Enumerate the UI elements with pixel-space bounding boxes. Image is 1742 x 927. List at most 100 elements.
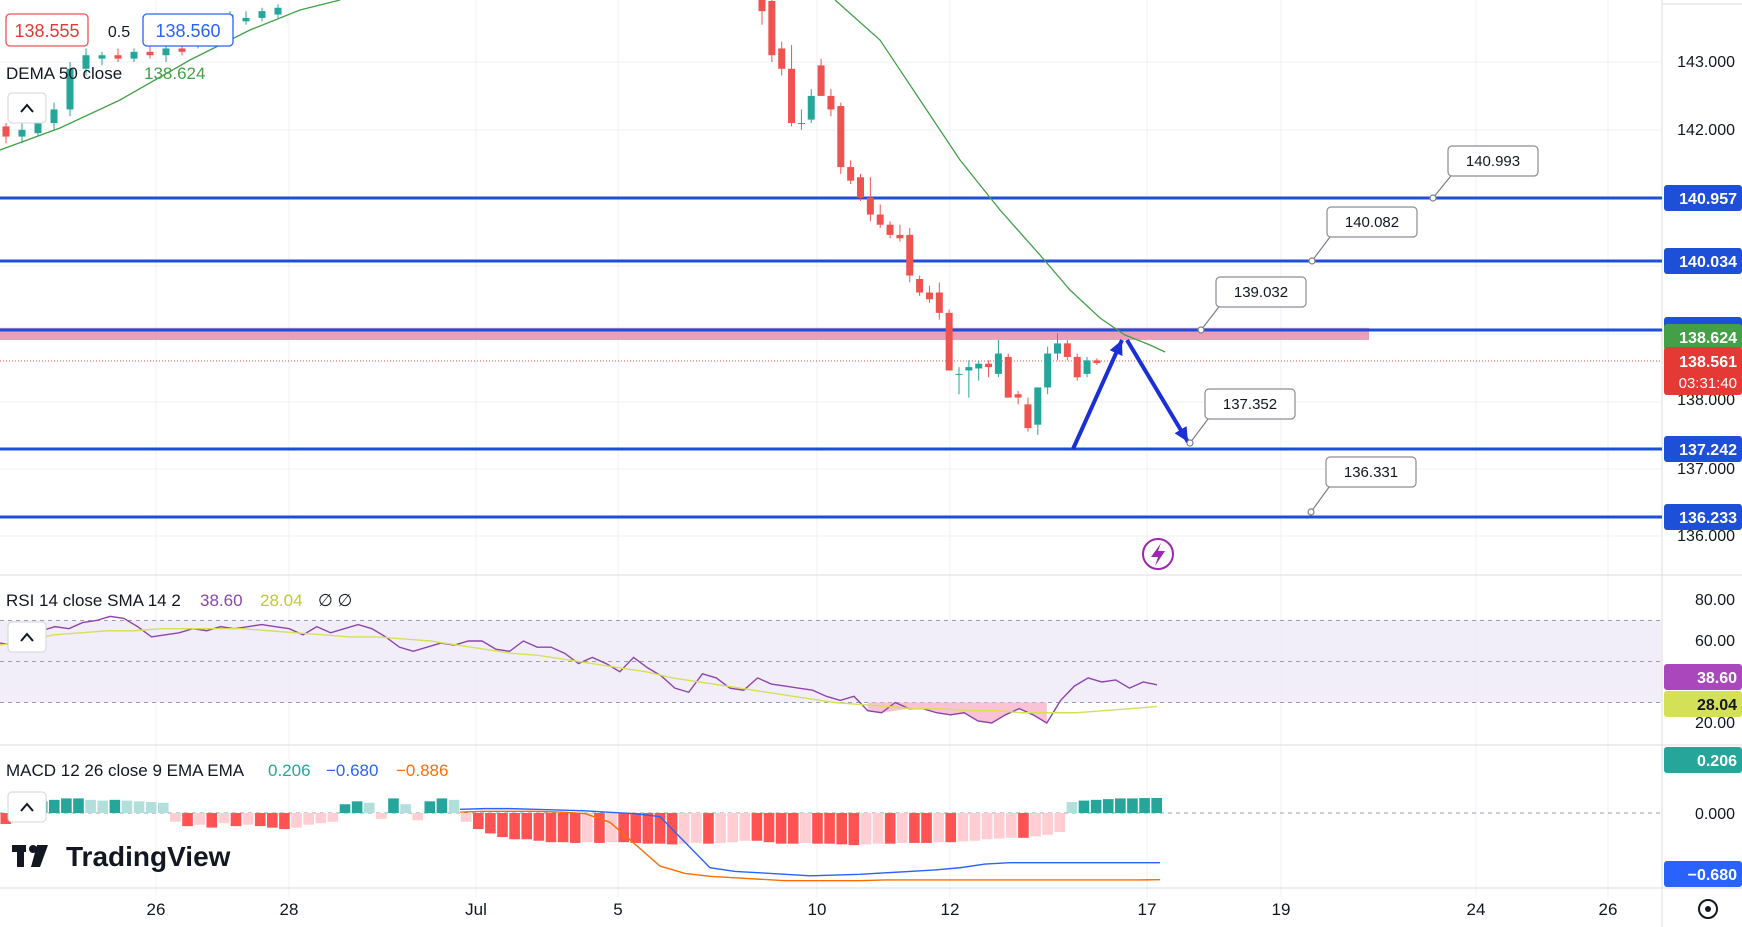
level-price-badge[interactable]: 136.233 bbox=[1664, 504, 1742, 530]
macd-histogram-bar bbox=[327, 813, 339, 822]
callout-box bbox=[1447, 145, 1539, 177]
callout-anchor bbox=[1429, 194, 1437, 202]
macd-histogram-bar bbox=[242, 813, 254, 825]
level-callout[interactable]: 139.032 bbox=[1197, 276, 1307, 334]
time-axis-tick: 24 bbox=[1467, 900, 1486, 919]
macd-histogram-bar bbox=[654, 813, 666, 844]
dema-legend-value: 138.624 bbox=[144, 64, 205, 83]
dema-legend-label: DEMA 50 close bbox=[6, 64, 122, 83]
trend-arrow-down[interactable] bbox=[1125, 338, 1190, 444]
candle-bearish bbox=[847, 167, 855, 181]
macd-histogram-bar bbox=[775, 813, 787, 844]
candle-bullish bbox=[994, 353, 1002, 374]
macd-histogram-bar bbox=[1115, 798, 1126, 813]
buy-price-text: 138.560 bbox=[155, 21, 220, 41]
last-price-badge[interactable]: 138.561 03:31:40 bbox=[1664, 347, 1742, 395]
candle-bullish bbox=[66, 68, 74, 110]
macd-legend-signal: −0.886 bbox=[396, 761, 448, 780]
macd-histogram-bar bbox=[400, 804, 411, 813]
level-callout[interactable]: 140.082 bbox=[1308, 206, 1418, 265]
level-price-badge[interactable]: 140.034 bbox=[1664, 248, 1742, 274]
macd-histogram-bar bbox=[267, 813, 278, 828]
macd-histogram-bar bbox=[533, 813, 545, 841]
time-axis-tick: Jul bbox=[465, 900, 487, 919]
macd-histogram-bar bbox=[1054, 813, 1066, 832]
dema-line bbox=[834, 0, 1166, 353]
price-axis-tick: 137.000 bbox=[1677, 461, 1735, 478]
dema-price-badge[interactable]: 138.624 bbox=[1664, 324, 1742, 350]
candle-bullish bbox=[162, 48, 170, 56]
candle-bullish bbox=[807, 95, 815, 120]
level-callout[interactable]: 140.993 bbox=[1429, 145, 1539, 202]
macd-histogram-bar bbox=[230, 813, 242, 827]
dema-price-badge-text: 138.624 bbox=[1679, 330, 1737, 347]
time-axis-tick: 28 bbox=[280, 900, 299, 919]
macd-histogram-bar bbox=[218, 813, 230, 824]
rsi-sma-badge[interactable]: 28.04 bbox=[1664, 691, 1742, 717]
candle-bearish bbox=[1063, 343, 1071, 357]
rsi-axis-tick: 20.00 bbox=[1695, 715, 1735, 732]
logo-mark-stem bbox=[17, 845, 24, 867]
macd-legend-hist: 0.206 bbox=[268, 761, 311, 780]
collapse-rsi-legend-button[interactable] bbox=[7, 621, 47, 653]
macd-histogram-bar bbox=[424, 801, 436, 813]
time-axis-tick: 26 bbox=[1599, 900, 1618, 919]
settings-icon[interactable] bbox=[1698, 899, 1718, 919]
macd-histogram-bar bbox=[109, 799, 121, 813]
sell-price-box[interactable]: 138.555 bbox=[5, 13, 89, 47]
lightning-icon[interactable] bbox=[1142, 538, 1174, 570]
candle-bullish bbox=[130, 51, 138, 59]
macd-value-badge-bg bbox=[1664, 861, 1742, 887]
macd-histogram-bar bbox=[170, 813, 181, 822]
macd-histogram-bar bbox=[1066, 802, 1078, 813]
trend-arrow-up[interactable] bbox=[1071, 339, 1124, 450]
rsi-value-badge-bg bbox=[1664, 664, 1742, 690]
macd-histogram-bar bbox=[715, 813, 726, 843]
time-axis-tick: 19 bbox=[1272, 900, 1291, 919]
macd-histogram-bar bbox=[315, 813, 327, 824]
candle-bearish bbox=[876, 214, 884, 225]
buy-price-box[interactable]: 138.560 bbox=[142, 13, 234, 47]
level-price-badge[interactable]: 140.957 bbox=[1664, 185, 1742, 211]
callout-value: 137.352 bbox=[1223, 396, 1277, 413]
candle-bearish bbox=[768, 0, 776, 56]
level-price-badge[interactable]: 137.242 bbox=[1664, 436, 1742, 462]
macd-histogram-bar bbox=[727, 813, 738, 843]
logo-mark-dot bbox=[29, 845, 37, 853]
macd-histogram-bar bbox=[557, 813, 569, 843]
collapse-macd-legend-button-frame bbox=[7, 791, 47, 823]
chevron-up-icon bbox=[20, 802, 34, 812]
candle-bearish bbox=[886, 224, 894, 235]
macd-histogram-bar bbox=[1018, 813, 1029, 838]
tradingview-wordmark: TradingView bbox=[66, 841, 231, 872]
macd-histogram-bar bbox=[569, 813, 581, 843]
rsi-sma-line bbox=[0, 628, 1158, 714]
price-axis-tick: 138.000 bbox=[1677, 392, 1735, 409]
spread-text: 0.5 bbox=[108, 24, 130, 41]
macd-histogram-bar bbox=[351, 801, 363, 813]
macd-histogram-bar bbox=[594, 813, 605, 843]
macd-histogram-bar bbox=[73, 798, 84, 813]
lightning-icon-bolt bbox=[1151, 543, 1165, 566]
level-callout[interactable]: 137.352 bbox=[1186, 388, 1296, 447]
collapse-price-legend-button[interactable] bbox=[7, 92, 47, 124]
price-axis-tick: 142.000 bbox=[1677, 122, 1735, 139]
callout-box bbox=[1326, 206, 1418, 238]
macd-histogram-bar bbox=[618, 813, 629, 843]
time-axis-tick: 17 bbox=[1138, 900, 1157, 919]
rsi-value-badge[interactable]: 38.60 bbox=[1664, 664, 1742, 690]
time-axis-tick: 10 bbox=[808, 900, 827, 919]
macd-histogram-bar bbox=[872, 813, 884, 844]
macd-value-badge[interactable]: −0.680 bbox=[1664, 861, 1742, 887]
macd-histogram-bar bbox=[787, 813, 799, 844]
level-price-badge-text: 137.242 bbox=[1679, 442, 1737, 459]
level-callout[interactable]: 136.331 bbox=[1307, 456, 1417, 516]
collapse-macd-legend-button[interactable] bbox=[7, 791, 47, 823]
macd-histogram-bar bbox=[1139, 798, 1150, 813]
macd-hist-badge[interactable]: 0.206 bbox=[1664, 747, 1742, 773]
candle-bullish bbox=[1054, 343, 1061, 354]
macd-histogram-bar bbox=[763, 813, 775, 843]
settings-icon-dot bbox=[1705, 906, 1711, 912]
macd-histogram-bar bbox=[981, 813, 993, 840]
